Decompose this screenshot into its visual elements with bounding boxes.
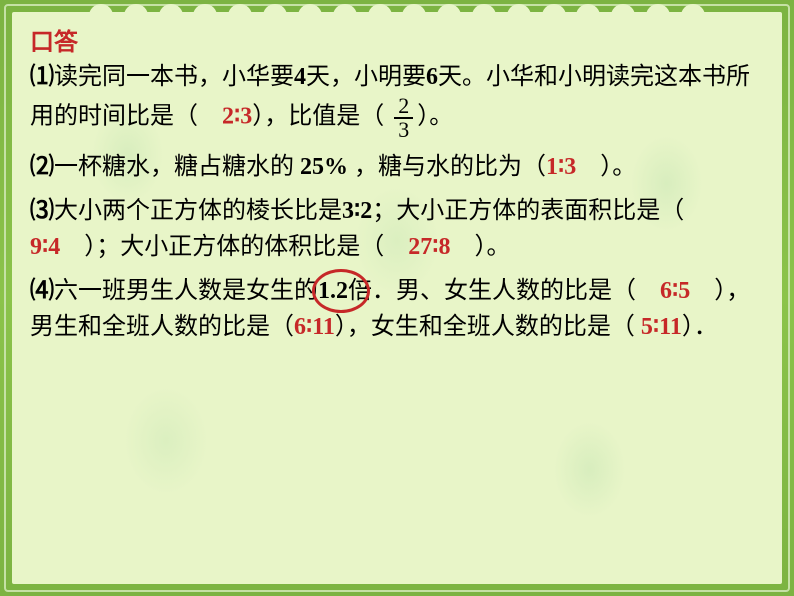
problem-1-value-b: 6 — [426, 64, 438, 90]
problem-1-text-a: 读完同一本书，小华要 — [54, 64, 294, 90]
problem-4-value-a: 1.2 — [318, 278, 348, 304]
content-area: 口答 ⑴读完同一本书，小华要4天，小明要6天。小华和小明读完这本书所用的时间比是… — [12, 12, 782, 584]
fraction-numerator: 2 — [394, 95, 413, 119]
problem-2-text-b: ，糖与水的比为（ — [348, 154, 546, 180]
problem-3-value-a: 3∶2 — [342, 198, 372, 224]
scallop-decoration — [89, 4, 705, 24]
problem-3: ⑶大小两个正方体的棱长比是3∶2；大小正方体的表面积比是（ 9∶4 ）；大小正方… — [30, 193, 764, 265]
problem-3-answer-1: 9∶4 — [30, 234, 60, 260]
problem-4-text-e: ）． — [682, 314, 718, 340]
slide-frame: 口答 ⑴读完同一本书，小华要4天，小明要6天。小华和小明读完这本书所用的时间比是… — [0, 0, 794, 596]
problem-3-text-b: ；大小正方体的表面积比是（ — [372, 198, 708, 224]
problem-4-text-d: ），女生和全班人数的比是（ — [335, 314, 641, 340]
problem-3-text-d: ）。 — [451, 234, 511, 260]
problem-2: ⑵一杯糖水，糖占糖水的 25% ，糖与水的比为（1∶3 ）。 — [30, 149, 764, 185]
problem-2-text-c: ）。 — [576, 154, 636, 180]
problem-1-fraction: 2 3 — [394, 95, 413, 141]
problem-3-number: ⑶ — [30, 198, 54, 224]
problem-4-text-b: 倍．男、女生人数的比是（ — [348, 278, 660, 304]
circled-value: 1.2 — [318, 273, 348, 309]
problem-2-answer-1: 1∶3 — [546, 154, 576, 180]
problem-1-answer-1: 2∶3 — [222, 104, 252, 130]
problem-3-text-c: ）；大小正方体的体积比是（ — [60, 234, 408, 260]
problem-2-number: ⑵ — [30, 154, 54, 180]
problem-4-answer-1: 6∶5 — [660, 278, 690, 304]
problem-1-value-a: 4 — [294, 64, 306, 90]
problem-3-text-a: 大小两个正方体的棱长比是 — [54, 198, 342, 224]
problem-1-number: ⑴ — [30, 64, 54, 90]
problem-4-number: ⑷ — [30, 278, 54, 304]
problem-4-answer-2: 6∶11 — [294, 314, 335, 340]
problem-2-text-a: 一杯糖水，糖占糖水的 — [54, 154, 300, 180]
fraction-denominator: 3 — [394, 119, 413, 141]
problem-4-text-a: 六一班男生人数是女生的 — [54, 278, 318, 304]
problem-3-answer-2: 27∶8 — [408, 234, 450, 260]
problem-4: ⑷六一班男生人数是女生的1.2倍．男、女生人数的比是（ 6∶5 ），男生和全班人… — [30, 273, 764, 345]
problem-1: ⑴读完同一本书，小华要4天，小明要6天。小华和小明读完这本书所用的时间比是（ 2… — [30, 59, 764, 141]
problem-1-text-d: ），比值是（ — [252, 104, 384, 130]
problem-4-answer-3: 5∶11 — [641, 314, 682, 340]
problem-2-value-a: 25% — [300, 154, 348, 180]
problem-1-text-e: ）。 — [417, 104, 453, 130]
problem-1-text-b: 天，小明要 — [306, 64, 426, 90]
